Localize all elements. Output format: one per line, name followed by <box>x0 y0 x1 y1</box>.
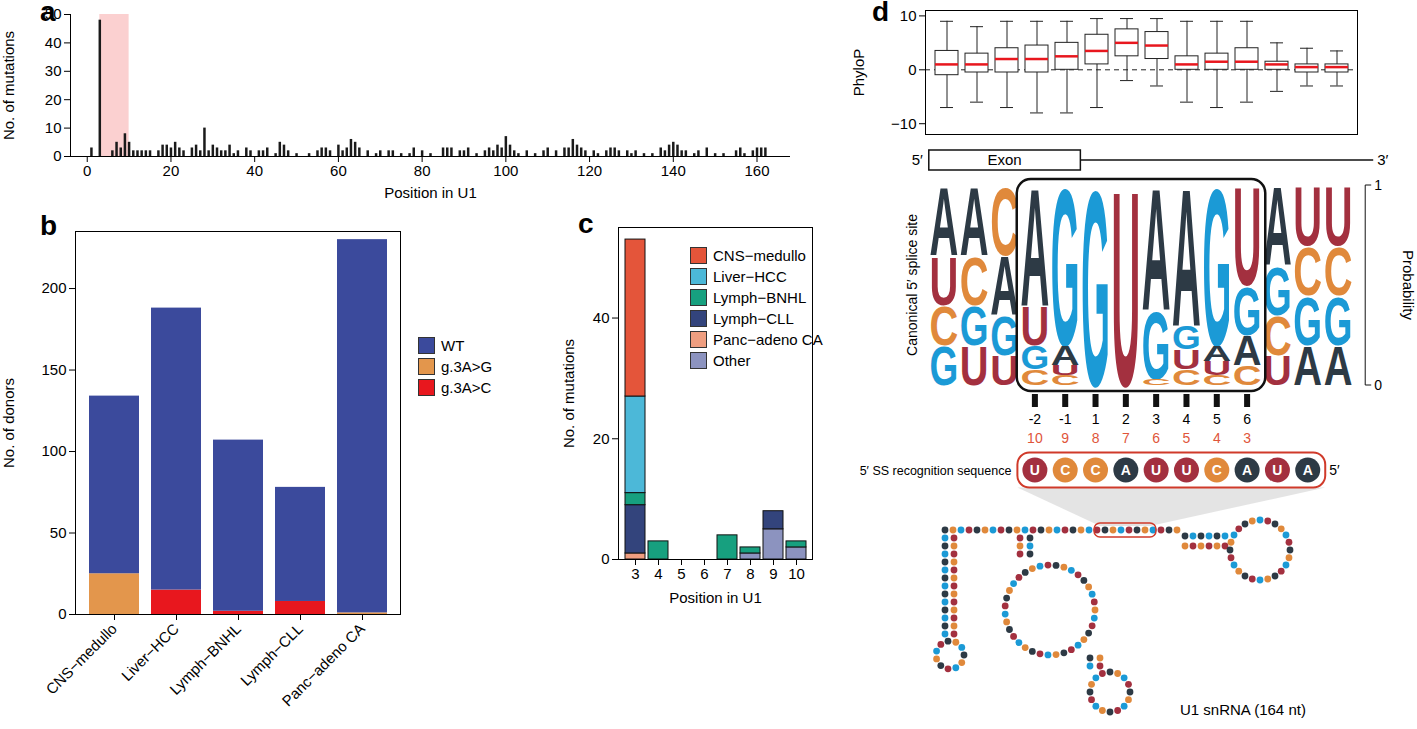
svg-text:5′: 5′ <box>1329 462 1340 478</box>
svg-text:8: 8 <box>746 565 754 582</box>
svg-text:A: A <box>1303 462 1313 478</box>
svg-text:200: 200 <box>41 279 66 296</box>
svg-text:U: U <box>1151 462 1161 478</box>
svg-text:Lymph−CLL: Lymph−CLL <box>237 620 306 689</box>
svg-text:C: C <box>1142 377 1171 386</box>
svg-text:Exon: Exon <box>987 151 1021 168</box>
svg-text:160: 160 <box>744 162 769 179</box>
svg-text:U: U <box>960 334 989 396</box>
svg-text:U: U <box>990 347 1019 394</box>
svg-text:0: 0 <box>83 162 91 179</box>
svg-text:3: 3 <box>1152 411 1160 427</box>
svg-text:G: G <box>1051 144 1080 392</box>
svg-text:9: 9 <box>769 565 777 582</box>
svg-text:2: 2 <box>1122 411 1130 427</box>
svg-text:5′: 5′ <box>912 151 923 168</box>
svg-text:Position in U1: Position in U1 <box>384 184 477 201</box>
svg-text:0: 0 <box>58 605 66 622</box>
svg-text:0: 0 <box>53 147 61 164</box>
svg-text:CNS−medullo: CNS−medullo <box>42 620 120 698</box>
svg-text:G: G <box>1202 144 1231 392</box>
svg-text:3: 3 <box>631 565 639 582</box>
svg-text:100: 100 <box>41 442 66 459</box>
svg-text:4: 4 <box>1213 430 1221 446</box>
svg-text:9: 9 <box>1061 430 1069 446</box>
svg-text:No. of donors: No. of donors <box>0 378 17 468</box>
svg-text:A: A <box>1242 462 1252 478</box>
svg-text:-2: -2 <box>1029 411 1042 427</box>
svg-text:4: 4 <box>1183 411 1191 427</box>
svg-text:30: 30 <box>45 62 62 79</box>
svg-text:C: C <box>1090 462 1100 478</box>
svg-text:5: 5 <box>1183 430 1191 446</box>
svg-text:−10: −10 <box>891 115 916 132</box>
svg-text:U: U <box>1272 462 1282 478</box>
svg-text:5: 5 <box>1213 411 1221 427</box>
svg-text:C: C <box>1051 372 1080 387</box>
svg-text:G: G <box>930 334 959 396</box>
svg-text:Probability: Probability <box>1400 250 1417 321</box>
svg-text:1: 1 <box>1092 411 1100 427</box>
svg-text:10: 10 <box>45 119 62 136</box>
svg-text:G: G <box>1142 290 1171 400</box>
svg-text:20: 20 <box>593 430 610 447</box>
svg-text:10: 10 <box>788 565 805 582</box>
svg-text:PhyloP: PhyloP <box>850 49 867 97</box>
svg-text:0: 0 <box>908 61 916 78</box>
svg-text:7: 7 <box>1122 430 1130 446</box>
svg-text:Position in U1: Position in U1 <box>669 589 762 606</box>
svg-text:-1: -1 <box>1059 411 1072 427</box>
svg-text:1: 1 <box>1374 177 1382 193</box>
svg-text:C: C <box>1212 462 1222 478</box>
svg-text:C: C <box>1233 360 1262 391</box>
svg-text:20: 20 <box>163 162 180 179</box>
svg-text:A: A <box>1121 462 1131 478</box>
svg-text:4: 4 <box>654 565 662 582</box>
svg-text:U1 snRNA (164 nt): U1 snRNA (164 nt) <box>1180 701 1306 718</box>
svg-text:5′ SS recognition sequence: 5′ SS recognition sequence <box>860 464 1012 478</box>
svg-text:A: A <box>1324 334 1353 396</box>
svg-text:0: 0 <box>1374 377 1382 393</box>
svg-text:U: U <box>1181 462 1191 478</box>
svg-text:Liver−HCC: Liver−HCC <box>118 620 182 684</box>
svg-text:20: 20 <box>45 91 62 108</box>
svg-text:40: 40 <box>45 34 62 51</box>
svg-text:No. of mutations: No. of mutations <box>560 339 577 448</box>
svg-text:Lymph−BNHL: Lymph−BNHL <box>166 620 244 698</box>
svg-text:C: C <box>1202 372 1231 387</box>
svg-text:U: U <box>1263 347 1292 394</box>
svg-text:3: 3 <box>1243 430 1251 446</box>
svg-text:150: 150 <box>41 361 66 378</box>
svg-text:3′: 3′ <box>1377 151 1388 168</box>
svg-text:A: A <box>1172 149 1201 367</box>
svg-text:80: 80 <box>414 162 431 179</box>
svg-text:100: 100 <box>493 162 518 179</box>
svg-text:U: U <box>1030 462 1040 478</box>
svg-text:7: 7 <box>723 565 731 582</box>
svg-text:G: G <box>1081 134 1110 444</box>
svg-text:No. of mutations: No. of mutations <box>0 31 17 140</box>
svg-text:40: 40 <box>593 309 610 326</box>
svg-text:C: C <box>1060 462 1070 478</box>
svg-text:C: C <box>1172 365 1201 390</box>
svg-text:0: 0 <box>601 550 609 567</box>
svg-text:50: 50 <box>50 524 67 541</box>
svg-text:60: 60 <box>330 162 347 179</box>
svg-text:8: 8 <box>1092 430 1100 446</box>
svg-text:A: A <box>1293 334 1322 396</box>
svg-text:6: 6 <box>1243 411 1251 427</box>
svg-text:10: 10 <box>1027 430 1043 446</box>
svg-text:Canonical 5′ splice site: Canonical 5′ splice site <box>904 214 920 356</box>
svg-text:Panc−adeno CA: Panc−adeno CA <box>278 620 368 710</box>
svg-text:6: 6 <box>1152 430 1160 446</box>
svg-text:6: 6 <box>700 565 708 582</box>
svg-text:140: 140 <box>661 162 686 179</box>
svg-text:5: 5 <box>677 565 685 582</box>
svg-text:10: 10 <box>900 7 917 24</box>
svg-text:120: 120 <box>577 162 602 179</box>
svg-text:40: 40 <box>246 162 263 179</box>
svg-text:C: C <box>1020 365 1049 390</box>
